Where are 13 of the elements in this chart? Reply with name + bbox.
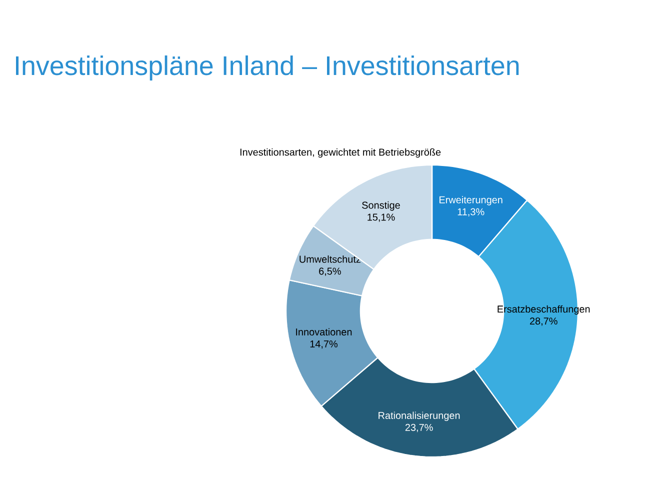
chart-subtitle: Investitionsarten, gewichtet mit Betriebsgröße [240, 148, 441, 158]
slice-label: Innovationen [296, 328, 352, 336]
slice-label: Sonstige [362, 201, 400, 211]
data-label: 14,7% [310, 340, 338, 349]
data-label: 11,3% [458, 208, 484, 216]
data-label: 6,5% [319, 268, 341, 276]
data-label: 28,7% [530, 318, 558, 326]
data-label: 15,1% [368, 214, 395, 222]
chart-title: Investitionspläne Inland – Investitionsarten [16, 55, 519, 81]
data-label: 23,7% [405, 424, 433, 432]
slice-label: Umweltschutz [300, 255, 360, 263]
slice-label: Erweiterungen [440, 196, 502, 206]
slice-label: Rationalisierungen [378, 412, 460, 421]
